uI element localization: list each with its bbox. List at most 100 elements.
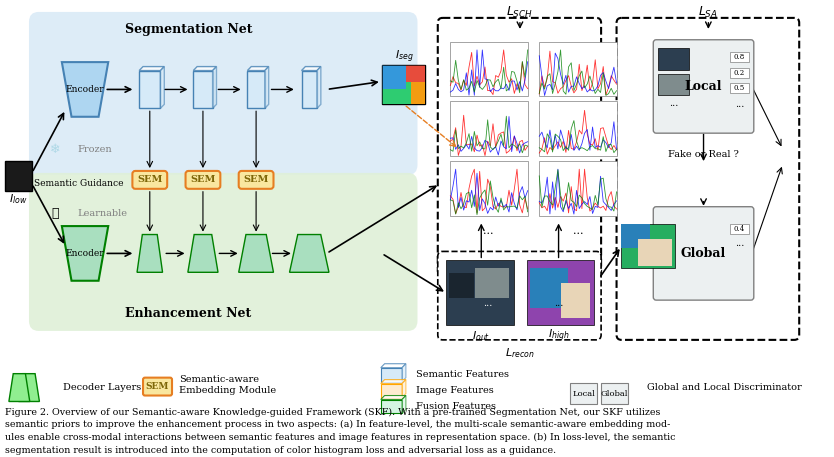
FancyBboxPatch shape: [653, 207, 754, 300]
Bar: [475, 268, 510, 298]
Text: Decoder Layers: Decoder Layers: [63, 383, 141, 392]
Text: $I_{high}$: $I_{high}$: [548, 328, 570, 344]
Polygon shape: [317, 67, 321, 108]
Bar: [446, 260, 514, 325]
Text: SEM: SEM: [190, 175, 216, 184]
Text: ...: ...: [669, 99, 678, 108]
Bar: [450, 101, 528, 156]
Polygon shape: [402, 380, 406, 398]
Bar: [638, 239, 671, 266]
FancyBboxPatch shape: [616, 18, 799, 340]
Polygon shape: [188, 234, 218, 272]
Bar: [382, 64, 425, 104]
Bar: [527, 260, 595, 325]
Bar: [570, 383, 597, 404]
Text: Encoder: Encoder: [66, 249, 104, 258]
Bar: [540, 42, 616, 96]
Bar: [382, 64, 425, 104]
Bar: [410, 82, 425, 104]
Text: ...: ...: [554, 298, 563, 308]
Bar: [193, 70, 213, 108]
Bar: [621, 223, 651, 249]
Bar: [406, 64, 425, 82]
Text: 0.8: 0.8: [734, 53, 745, 61]
Text: $I_{out}$: $I_{out}$: [472, 329, 490, 343]
Bar: [730, 84, 749, 93]
FancyBboxPatch shape: [185, 171, 220, 189]
Bar: [450, 273, 474, 298]
Bar: [450, 161, 528, 216]
Text: SEM: SEM: [244, 175, 269, 184]
Polygon shape: [9, 374, 30, 402]
Text: Local: Local: [572, 389, 595, 398]
Text: Encoder: Encoder: [66, 85, 104, 94]
Text: ules enable cross-modal interactions between semantic features and image feature: ules enable cross-modal interactions bet…: [5, 433, 676, 442]
FancyBboxPatch shape: [438, 251, 601, 340]
Polygon shape: [160, 67, 164, 108]
Polygon shape: [381, 364, 406, 368]
Text: $L_{SA}$: $L_{SA}$: [698, 5, 718, 21]
Text: Global and Local Discriminator: Global and Local Discriminator: [647, 383, 802, 392]
Polygon shape: [137, 234, 163, 272]
Polygon shape: [239, 234, 274, 272]
Text: Image Features: Image Features: [415, 386, 493, 395]
Bar: [381, 399, 402, 414]
Text: Embedding Module: Embedding Module: [178, 386, 276, 395]
Polygon shape: [139, 67, 164, 70]
FancyBboxPatch shape: [239, 171, 274, 189]
Polygon shape: [402, 395, 406, 414]
FancyBboxPatch shape: [29, 12, 418, 175]
Text: Global: Global: [600, 389, 628, 398]
Text: ...: ...: [484, 298, 493, 308]
Polygon shape: [193, 67, 217, 70]
Text: Learnable: Learnable: [78, 209, 128, 218]
Polygon shape: [264, 67, 269, 108]
Polygon shape: [381, 380, 406, 383]
Bar: [658, 74, 689, 96]
Text: Semantic Features: Semantic Features: [415, 370, 509, 379]
Text: semantic priors to improve the enhancement process in two aspects: (a) In featur: semantic priors to improve the enhanceme…: [5, 420, 671, 430]
Bar: [540, 101, 616, 156]
FancyBboxPatch shape: [29, 173, 418, 331]
Text: ...: ...: [735, 100, 744, 109]
Bar: [730, 52, 749, 62]
Polygon shape: [62, 62, 108, 117]
Text: Figure 2. Overview of our Semantic-aware Knowledge-guided Framework (SKF). With : Figure 2. Overview of our Semantic-aware…: [5, 408, 661, 417]
FancyBboxPatch shape: [438, 18, 601, 275]
FancyBboxPatch shape: [133, 171, 167, 189]
Text: ...: ...: [573, 226, 583, 235]
Bar: [382, 64, 406, 90]
Bar: [248, 70, 264, 108]
Polygon shape: [302, 67, 321, 70]
Bar: [381, 368, 402, 382]
Bar: [730, 223, 749, 234]
Text: Fake or Real ?: Fake or Real ?: [668, 149, 739, 159]
Text: Fusion Features: Fusion Features: [415, 402, 495, 411]
Text: Local: Local: [685, 80, 722, 93]
Text: Semantic Guidance: Semantic Guidance: [34, 179, 123, 188]
Bar: [302, 70, 317, 108]
Text: 0.4: 0.4: [734, 224, 745, 233]
Bar: [601, 383, 628, 404]
Text: Segmentation Net: Segmentation Net: [125, 23, 252, 36]
Polygon shape: [402, 364, 406, 382]
Text: segmentation result is introduced into the computation of color histogram loss a: segmentation result is introduced into t…: [5, 446, 556, 455]
Text: Global: Global: [681, 247, 726, 260]
Text: $I_{seg}$: $I_{seg}$: [394, 48, 414, 65]
Text: $L_{recon}$: $L_{recon}$: [505, 346, 535, 360]
Text: $I_{low}$: $I_{low}$: [9, 192, 28, 206]
Polygon shape: [248, 67, 269, 70]
Text: SEM: SEM: [146, 382, 169, 391]
Bar: [730, 68, 749, 78]
Text: SEM: SEM: [137, 175, 163, 184]
FancyBboxPatch shape: [653, 40, 754, 133]
Bar: [382, 90, 410, 104]
Polygon shape: [62, 226, 108, 281]
Text: ...: ...: [735, 239, 744, 248]
FancyBboxPatch shape: [143, 377, 172, 395]
Polygon shape: [289, 234, 329, 272]
Bar: [139, 70, 160, 108]
Polygon shape: [18, 374, 39, 402]
Text: Semantic-aware: Semantic-aware: [178, 375, 259, 384]
Text: 0.5: 0.5: [734, 85, 745, 92]
